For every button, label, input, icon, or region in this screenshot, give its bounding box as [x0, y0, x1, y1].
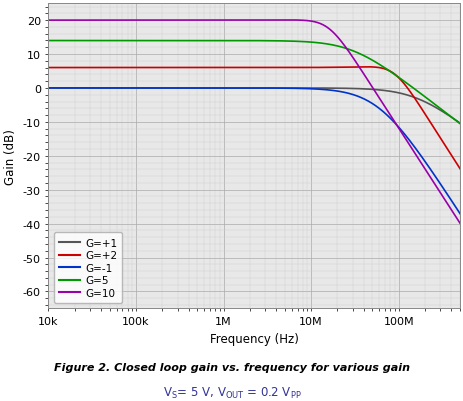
- G=+2: [224, 66, 229, 71]
- G=+1: [93, 86, 99, 91]
- G=10: [284, 18, 289, 23]
- G=-1: [118, 86, 124, 91]
- G=5: [45, 39, 51, 44]
- G=5: [206, 39, 211, 44]
- Line: G=5: G=5: [48, 41, 463, 130]
- G=-1: [224, 86, 229, 91]
- G=+1: [224, 86, 229, 91]
- Y-axis label: Gain (dB): Gain (dB): [4, 128, 17, 184]
- G=5: [410, 87, 415, 91]
- Text: Figure 2. Closed loop gain vs. frequency for various gain: Figure 2. Closed loop gain vs. frequency…: [54, 362, 409, 372]
- G=+1: [45, 86, 51, 91]
- G=+1: [206, 86, 211, 91]
- G=+2: [93, 66, 99, 71]
- G=10: [93, 19, 99, 24]
- G=+2: [410, 95, 416, 100]
- Line: G=10: G=10: [48, 21, 463, 234]
- G=10: [224, 19, 229, 24]
- X-axis label: Frequency (Hz): Frequency (Hz): [209, 332, 298, 345]
- G=-1: [455, 210, 461, 215]
- G=+2: [118, 66, 124, 71]
- Line: G=+1: G=+1: [48, 89, 463, 129]
- G=5: [224, 39, 229, 44]
- G=-1: [410, 144, 415, 149]
- Line: G=+2: G=+2: [48, 68, 463, 180]
- G=5: [118, 39, 124, 44]
- G=10: [118, 19, 124, 24]
- G=+2: [206, 66, 211, 71]
- G=+1: [455, 120, 461, 125]
- G=10: [410, 150, 416, 154]
- G=5: [93, 39, 99, 44]
- G=-1: [45, 86, 51, 91]
- G=10: [206, 19, 211, 24]
- G=+1: [118, 86, 124, 91]
- G=10: [45, 19, 51, 24]
- G=+2: [455, 165, 461, 170]
- G=+2: [45, 66, 51, 71]
- G=-1: [206, 86, 211, 91]
- G=+2: [362, 65, 368, 70]
- G=+1: [410, 95, 415, 100]
- Text: $\rm{V_S}$= 5 V, $\rm{V_{OUT}}$ = 0.2 $\rm{V_{PP}}$: $\rm{V_S}$= 5 V, $\rm{V_{OUT}}$ = 0.2 $\…: [162, 385, 301, 400]
- Legend: G=+1, G=+2, G=-1, G=5, G=10: G=+1, G=+2, G=-1, G=5, G=10: [54, 233, 122, 304]
- G=-1: [93, 86, 99, 91]
- G=5: [455, 121, 461, 126]
- Line: G=-1: G=-1: [48, 89, 463, 225]
- G=10: [455, 219, 461, 224]
